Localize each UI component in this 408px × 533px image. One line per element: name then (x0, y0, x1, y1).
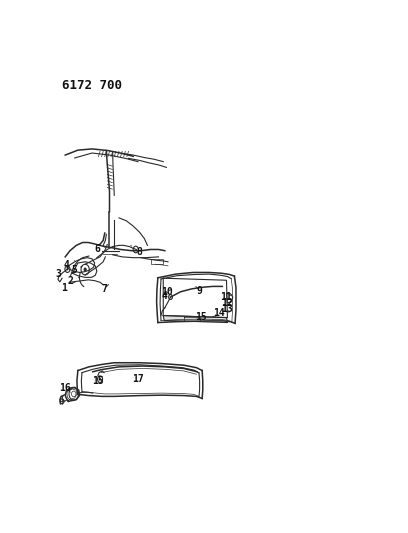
Text: 11: 11 (221, 292, 233, 302)
Polygon shape (163, 316, 227, 322)
Text: 10: 10 (162, 287, 173, 297)
Text: 8: 8 (131, 245, 142, 257)
Text: 6: 6 (95, 240, 105, 254)
Text: 5: 5 (72, 265, 82, 276)
Text: 3: 3 (55, 269, 66, 279)
Text: 4: 4 (161, 291, 168, 301)
Text: 4: 4 (63, 260, 75, 270)
Text: 13: 13 (222, 304, 233, 314)
Text: 15: 15 (195, 312, 216, 322)
Circle shape (62, 400, 63, 402)
Text: 1: 1 (61, 282, 75, 293)
Text: 15: 15 (92, 376, 104, 386)
Circle shape (84, 268, 87, 272)
Text: 7: 7 (102, 284, 109, 294)
Text: 14: 14 (213, 309, 230, 319)
Text: 12: 12 (222, 298, 233, 308)
Circle shape (67, 268, 69, 270)
Circle shape (99, 378, 101, 381)
Text: 16: 16 (59, 383, 71, 393)
Text: 6172 700: 6172 700 (62, 79, 122, 92)
Text: 17: 17 (132, 374, 144, 384)
Text: 9: 9 (196, 286, 202, 295)
Text: 2: 2 (67, 276, 80, 286)
